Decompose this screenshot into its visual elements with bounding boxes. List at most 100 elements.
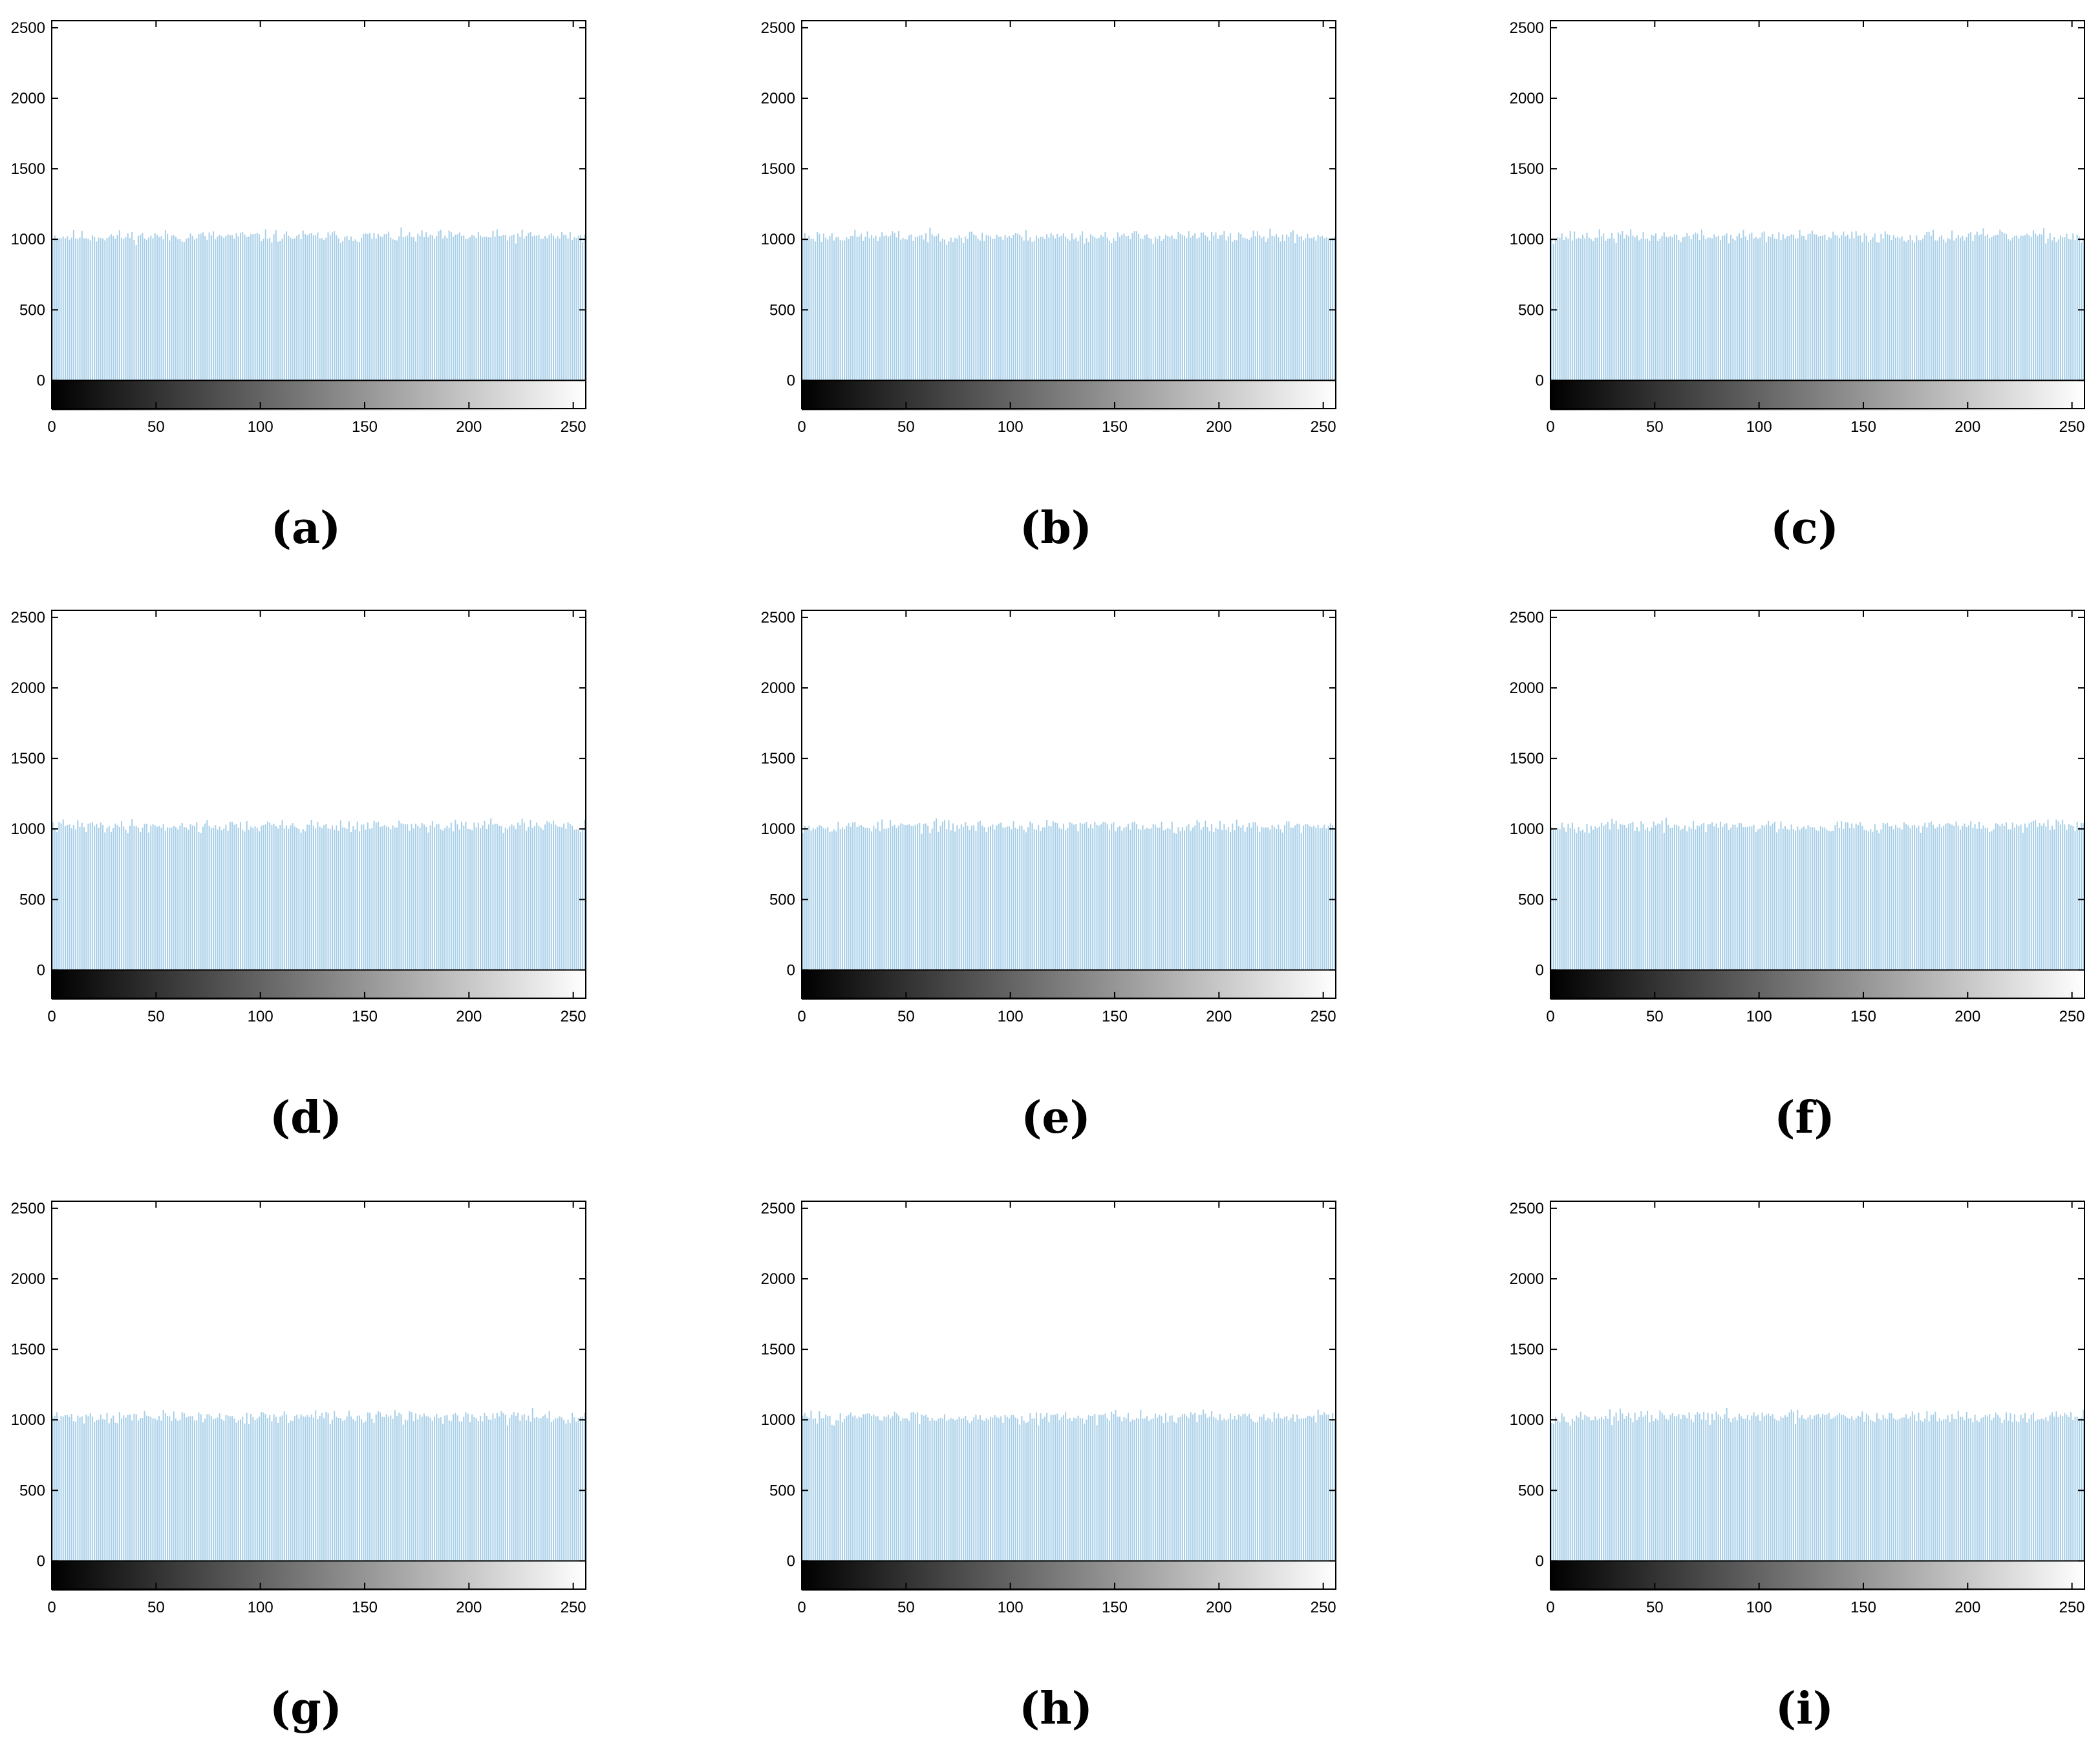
- y-tick-label: 500: [769, 891, 795, 908]
- histogram-bar: [1978, 821, 1980, 970]
- histogram-bar: [1863, 1421, 1865, 1561]
- histogram-bar: [1169, 1415, 1171, 1561]
- histogram-bar: [361, 824, 363, 970]
- histogram-bar: [482, 1421, 484, 1561]
- histogram-bar: [1252, 1421, 1254, 1561]
- histogram-bar: [1159, 235, 1161, 381]
- histogram-bar: [315, 828, 317, 970]
- histogram-bar: [1317, 1409, 1319, 1561]
- panel-caption: (g): [270, 1683, 342, 1735]
- histogram-bar: [277, 241, 279, 381]
- histogram-bar: [1795, 239, 1797, 381]
- histogram-bar: [579, 1417, 581, 1561]
- histogram-bar: [1188, 824, 1190, 970]
- histogram-bar: [1801, 235, 1803, 381]
- histogram-bar: [1052, 235, 1054, 381]
- histogram-bar: [822, 1418, 824, 1561]
- histogram-bar: [1198, 237, 1200, 381]
- histogram-bar: [440, 1417, 442, 1561]
- histogram-bar: [1027, 827, 1029, 970]
- histogram-bar: [1213, 235, 1215, 381]
- histogram-bar: [1947, 238, 1949, 381]
- histogram-bar: [1811, 827, 1813, 970]
- histogram-bar: [1042, 237, 1044, 381]
- histogram-bar: [1997, 824, 1999, 970]
- histogram-bar: [546, 238, 548, 381]
- histogram-bar: [873, 826, 875, 970]
- histogram-bar: [917, 824, 919, 970]
- histogram-bar: [1077, 831, 1079, 970]
- histogram-bar: [1121, 235, 1123, 381]
- histogram-bar: [1640, 1411, 1642, 1561]
- histogram-bar: [1113, 238, 1115, 381]
- histogram-bar: [1142, 1418, 1144, 1561]
- histogram-bar: [275, 1417, 277, 1561]
- histogram-bar: [1933, 1414, 1934, 1561]
- histogram-bar: [331, 1419, 333, 1561]
- histogram-bar: [436, 1413, 438, 1561]
- histogram-bar: [283, 828, 285, 970]
- histogram-bar: [1113, 822, 1115, 970]
- histogram-bar: [220, 236, 222, 381]
- histogram-bar: [346, 828, 348, 970]
- histogram-bar: [1050, 233, 1052, 381]
- histogram-bar: [1734, 1417, 1736, 1561]
- histogram-bar: [1715, 823, 1717, 970]
- histogram-bar: [213, 1419, 215, 1561]
- histogram-bar: [235, 824, 237, 970]
- histogram-bar: [1922, 1421, 1923, 1561]
- histogram-bar: [1561, 822, 1563, 970]
- histogram-bar: [369, 1413, 371, 1561]
- histogram-bar: [1271, 1421, 1273, 1561]
- histogram-bar: [2024, 235, 2026, 381]
- histogram-bar: [394, 1410, 396, 1561]
- histogram-bar: [1891, 1413, 1892, 1561]
- histogram-bar: [1889, 235, 1891, 381]
- histogram-bar: [125, 237, 127, 381]
- histogram-bar: [923, 239, 925, 381]
- histogram-bar: [841, 1421, 843, 1561]
- histogram-bar: [1601, 236, 1603, 381]
- histogram-bar: [354, 829, 356, 970]
- histogram-bar: [175, 237, 177, 381]
- histogram-bar: [1657, 823, 1659, 970]
- histogram-bar: [1127, 235, 1129, 381]
- histogram-bar: [1203, 826, 1205, 970]
- histogram-bar: [1649, 1422, 1651, 1561]
- histogram-bar: [83, 238, 85, 381]
- histogram-bar: [1111, 1411, 1113, 1561]
- histogram-bar: [1676, 1416, 1678, 1561]
- histogram-bar: [1084, 823, 1086, 970]
- histogram-bar: [1878, 1418, 1880, 1561]
- histogram-bar: [1117, 1417, 1119, 1561]
- histogram-bar: [1717, 828, 1719, 970]
- histogram-bar: [1023, 1420, 1025, 1561]
- histogram-bar: [1784, 239, 1786, 381]
- histogram-bar: [1208, 240, 1210, 381]
- histogram-bar: [490, 1419, 492, 1561]
- histogram-bar: [1797, 238, 1799, 381]
- histogram-bar: [1768, 1413, 1770, 1561]
- histogram-bar: [1778, 1420, 1780, 1561]
- histogram-bar: [1940, 827, 1942, 970]
- histogram-bar: [1773, 821, 1775, 970]
- histogram-bar: [2026, 1422, 2028, 1561]
- histogram-bar: [1667, 1420, 1669, 1561]
- histogram-bar: [448, 230, 450, 381]
- histogram-bar: [2068, 824, 2070, 970]
- histogram-bar: [1814, 234, 1816, 381]
- x-tick-label: 50: [897, 418, 915, 436]
- histogram-bar: [1730, 828, 1732, 970]
- histogram-bar: [1989, 1414, 1991, 1561]
- histogram-bar: [1786, 1417, 1788, 1561]
- histogram-bars: [1550, 228, 2084, 381]
- histogram-bar: [1790, 1409, 1792, 1561]
- histogram-bar: [837, 1420, 839, 1561]
- histogram-bar: [1853, 1420, 1855, 1561]
- histogram-bar: [488, 1419, 489, 1561]
- histogram-bar: [1788, 829, 1790, 970]
- histogram-bar: [820, 826, 822, 970]
- histogram-bar: [1788, 1412, 1790, 1561]
- histogram-bar: [375, 1414, 377, 1561]
- histogram-bar: [1953, 826, 1955, 970]
